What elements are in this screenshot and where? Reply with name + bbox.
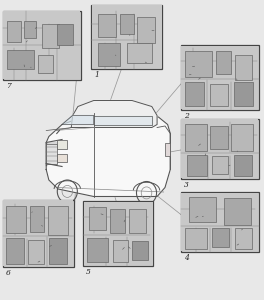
Bar [181,192,259,252]
Polygon shape [46,112,170,196]
Text: 1: 1 [94,71,99,80]
Bar [57,24,73,45]
Bar [49,238,67,264]
Bar [181,119,258,178]
Bar [92,5,162,68]
Bar [25,21,36,38]
Bar [112,240,128,262]
Bar [129,209,146,233]
Bar [84,202,153,265]
Text: 7: 7 [6,82,11,90]
Bar [181,46,258,109]
Bar [57,140,67,148]
Bar [120,14,134,34]
Bar [38,55,53,73]
Bar [185,228,206,249]
Text: 2: 2 [184,112,189,120]
Bar [87,238,108,262]
Bar [235,55,252,80]
Bar [110,209,125,233]
Bar [3,200,74,267]
Bar [210,126,228,148]
Bar [46,144,57,164]
Bar [89,208,106,230]
Bar [132,241,148,260]
Bar [83,201,153,266]
Bar [165,142,170,156]
Bar [210,84,228,106]
Bar [216,51,232,74]
Bar [181,193,258,251]
Bar [3,11,81,80]
Bar [212,228,229,247]
Bar [181,118,259,178]
Bar [127,43,152,63]
Bar [6,238,24,264]
Bar [232,124,253,152]
Bar [137,17,155,43]
Bar [185,82,204,106]
Text: 3: 3 [184,181,189,189]
Bar [224,198,251,225]
Text: 5: 5 [86,268,91,276]
Bar [48,206,68,235]
Bar [235,228,252,249]
Text: 4: 4 [184,254,189,262]
Bar [188,197,216,222]
Bar [30,206,44,232]
Bar [42,24,59,48]
Bar [98,14,116,37]
Bar [57,154,67,162]
Bar [91,4,162,69]
Bar [28,240,44,264]
Bar [181,45,259,110]
Polygon shape [71,100,157,127]
Bar [185,51,212,77]
Text: 6: 6 [6,269,11,278]
Polygon shape [62,116,94,124]
Bar [234,154,252,176]
Bar [234,82,253,106]
Polygon shape [94,116,152,124]
Bar [3,200,73,266]
Bar [6,206,26,233]
Bar [98,43,120,66]
Bar [7,21,21,41]
Bar [7,50,34,69]
Bar [185,124,206,152]
Bar [187,154,206,176]
Bar [212,156,228,174]
Bar [3,11,80,79]
